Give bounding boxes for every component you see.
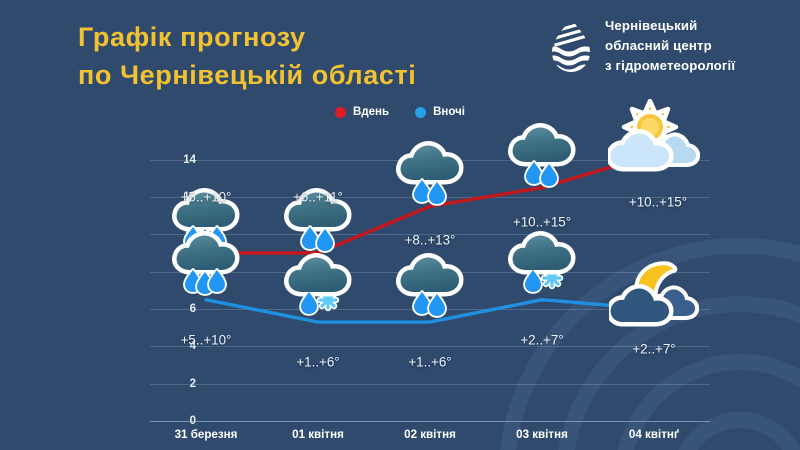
temperature-range-label: +1..+6° <box>296 354 340 370</box>
moon-behind-cloud-icon <box>609 254 699 328</box>
temperature-range-label: +6..+11° <box>293 189 343 205</box>
organization-logo: Чернівецький обласний центр з гідрометео… <box>548 16 735 75</box>
temperature-range-label: +2..+7° <box>632 341 676 357</box>
organization-name: Чернівецький обласний центр з гідрометео… <box>605 18 736 73</box>
x-axis-tick-label: 03 квітня <box>516 428 568 441</box>
rain-cloud-icon <box>279 187 357 259</box>
sleet-cloud-icon <box>503 230 581 302</box>
y-axis-tick-label: 6 <box>189 303 196 315</box>
gridline <box>150 234 710 236</box>
legend-label-night: Вночі <box>433 106 465 118</box>
y-axis-tick-label: 0 <box>189 415 196 427</box>
legend-item-night: Вночі <box>415 106 465 118</box>
legend-label-day: Вдень <box>353 106 390 118</box>
red-dot-icon <box>335 106 347 118</box>
blue-dot-icon <box>415 106 427 118</box>
x-axis-tick-label: 01 квітня <box>292 428 344 441</box>
temperature-range-label: +8..+13° <box>404 232 456 248</box>
x-axis-line <box>150 421 710 422</box>
rain-cloud-icon <box>391 140 469 212</box>
gridline <box>150 346 710 348</box>
rain-cloud-icon <box>391 252 469 324</box>
chart-legend: Вдень Вночі <box>0 106 800 118</box>
page-title: Графік прогнозу по Чернівецькій області <box>78 22 417 91</box>
temperature-range-label: +5..+10° <box>180 189 232 205</box>
hydrometeorology-droplet-waves-logo-icon <box>548 18 594 74</box>
gridline <box>150 383 710 385</box>
sun-behind-cloud-icon <box>608 99 700 173</box>
x-axis-tick-label: 02 квітня <box>404 428 456 441</box>
forecast-chart: 02468101214 <box>0 99 800 450</box>
day-temperature-line <box>204 152 656 255</box>
temperature-range-label: +10..+15° <box>628 194 688 210</box>
temperature-range-label: +1..+6° <box>408 354 452 370</box>
temperature-range-label: +5..+10° <box>180 332 232 348</box>
rain-cloud-icon <box>503 122 581 194</box>
x-axis-labels: 31 березня 01 квітня 02 квітня 03 квітня 04 … <box>150 416 710 450</box>
temperature-range-label: +2..+7° <box>520 332 564 348</box>
temperature-range-label: +10..+15° <box>512 214 572 230</box>
plot-area: +5..+10° +6..+11° +8..+13° +10..+15° +10..+1… <box>150 99 710 421</box>
y-axis-tick-label: 14 <box>183 153 196 166</box>
x-axis-tick-label: 31 березня <box>174 428 238 441</box>
y-axis-tick-label: 4 <box>189 340 196 353</box>
series-lines <box>204 152 656 324</box>
gridline <box>150 421 710 422</box>
night-temperature-line <box>204 297 656 324</box>
sleet-cloud-icon <box>279 252 357 324</box>
header: Графік прогнозу по Чернівецькій області <box>0 0 800 100</box>
rain-cloud-icon <box>167 230 245 302</box>
y-axis-tick-label: 2 <box>189 377 196 390</box>
legend-item-day: Вдень <box>335 106 389 118</box>
x-axis-tick-label: 04 квітнґ <box>628 428 680 441</box>
